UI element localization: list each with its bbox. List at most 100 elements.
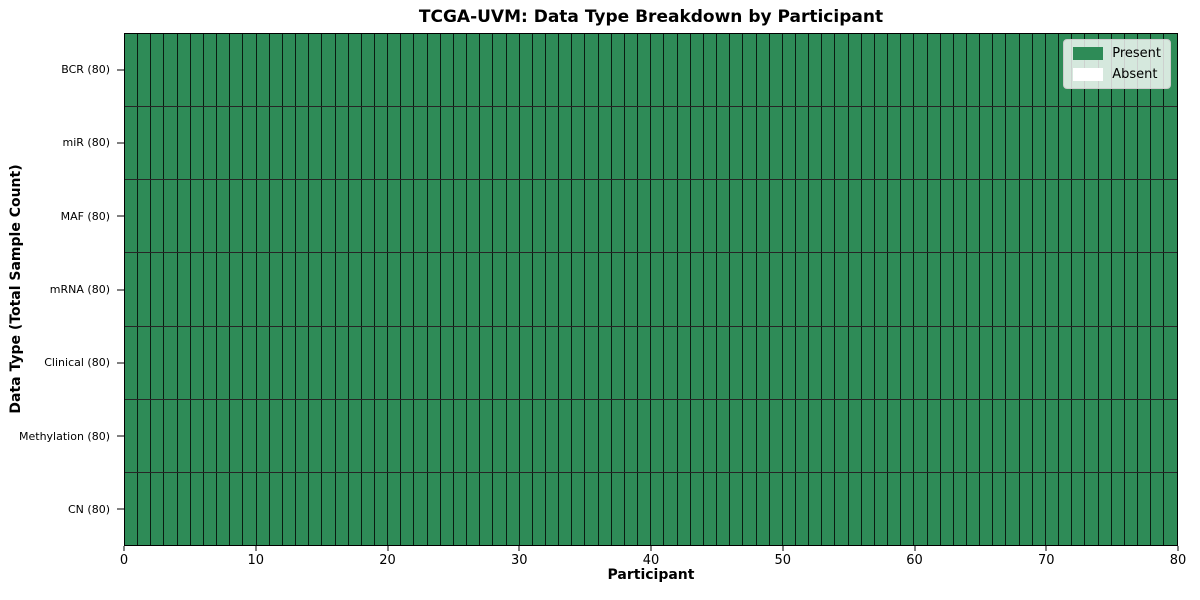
heatmap-cell xyxy=(546,326,560,399)
heatmap-cell xyxy=(269,326,283,399)
heatmap-cell xyxy=(190,107,204,180)
heatmap-cell xyxy=(1138,253,1152,326)
heatmap-cell xyxy=(1072,107,1086,180)
legend-item: Absent xyxy=(1073,67,1161,82)
heatmap-cell xyxy=(953,326,967,399)
heatmap-cell xyxy=(282,399,297,472)
heatmap-cell xyxy=(1019,34,1033,107)
heatmap-cell xyxy=(651,107,665,180)
heatmap-cell xyxy=(730,399,744,472)
heatmap-cell xyxy=(703,34,718,107)
heatmap-cell xyxy=(848,107,862,180)
heatmap-cell xyxy=(572,253,586,326)
heatmap-cell xyxy=(467,180,481,253)
heatmap-cell xyxy=(993,107,1007,180)
heatmap-cell xyxy=(427,253,441,326)
heatmap-cell xyxy=(848,180,862,253)
heatmap-cell xyxy=(572,180,586,253)
heatmap-cell xyxy=(1085,180,1099,253)
heatmap-cell xyxy=(1032,326,1046,399)
heatmap-cell xyxy=(585,472,599,545)
heatmap-cell xyxy=(480,399,494,472)
heatmap-cell xyxy=(835,34,849,107)
heatmap-cell xyxy=(1138,472,1152,545)
heatmap-cell xyxy=(914,399,928,472)
heatmap-cell xyxy=(967,472,981,545)
heatmap-cell xyxy=(585,399,599,472)
heatmap-cell xyxy=(651,34,665,107)
heatmap-cell xyxy=(1124,399,1139,472)
heatmap-cell xyxy=(361,34,375,107)
heatmap-cell xyxy=(638,253,652,326)
heatmap-cell xyxy=(651,472,665,545)
heatmap-cell xyxy=(322,399,336,472)
heatmap-cell xyxy=(611,472,625,545)
heatmap-cell xyxy=(782,399,796,472)
heatmap-cell xyxy=(177,472,191,545)
heatmap-cell xyxy=(203,34,218,107)
heatmap-row xyxy=(125,253,1177,327)
heatmap-cell xyxy=(914,472,928,545)
heatmap-cell xyxy=(138,253,152,326)
heatmap-cell xyxy=(467,326,481,399)
heatmap-cell xyxy=(638,472,652,545)
heatmap-cell xyxy=(1045,34,1060,107)
heatmap-cell xyxy=(506,399,520,472)
heatmap-cell xyxy=(467,399,481,472)
heatmap-cell xyxy=(282,326,297,399)
heatmap-cell xyxy=(664,326,678,399)
x-axis-title: Participant xyxy=(607,567,695,583)
heatmap-cell xyxy=(243,326,257,399)
heatmap-cell xyxy=(638,326,652,399)
heatmap-cell xyxy=(177,326,191,399)
heatmap-cell xyxy=(730,326,744,399)
heatmap-cell xyxy=(374,34,389,107)
heatmap-cell xyxy=(1006,180,1020,253)
heatmap-cell xyxy=(335,326,349,399)
heatmap-cell xyxy=(585,326,599,399)
heatmap-cell xyxy=(269,107,283,180)
heatmap-cell xyxy=(243,253,257,326)
heatmap-cell xyxy=(309,326,323,399)
heatmap-cell xyxy=(809,180,823,253)
heatmap-cell xyxy=(388,107,402,180)
heatmap-cell xyxy=(888,253,902,326)
heatmap-cell xyxy=(1151,180,1165,253)
heatmap-cell xyxy=(467,253,481,326)
heatmap-cell xyxy=(664,180,678,253)
x-tick-label: 70 xyxy=(1037,553,1055,568)
heatmap-cell xyxy=(335,107,349,180)
heatmap-cell xyxy=(506,180,520,253)
heatmap-cell xyxy=(151,472,165,545)
heatmap-cell xyxy=(361,472,375,545)
heatmap-cell xyxy=(703,107,718,180)
heatmap-cell xyxy=(874,399,889,472)
heatmap-cell xyxy=(348,253,362,326)
heatmap-cell xyxy=(559,253,573,326)
heatmap-cell xyxy=(861,472,875,545)
heatmap-cell xyxy=(1019,326,1033,399)
heatmap-cell xyxy=(861,180,875,253)
heatmap-cell xyxy=(322,253,336,326)
heatmap-cell xyxy=(611,180,625,253)
heatmap-row xyxy=(125,326,1177,400)
heatmap-cell xyxy=(1059,180,1073,253)
heatmap-cell xyxy=(598,472,612,545)
heatmap-cell xyxy=(848,253,862,326)
y-tick-marks xyxy=(117,33,124,546)
heatmap-cell xyxy=(743,399,757,472)
heatmap-cell xyxy=(1072,472,1086,545)
heatmap-cell xyxy=(296,107,310,180)
heatmap-cell xyxy=(677,253,691,326)
heatmap-cell xyxy=(217,253,231,326)
heatmap-cell xyxy=(638,399,652,472)
heatmap-cell xyxy=(230,180,244,253)
heatmap-cell xyxy=(901,253,915,326)
heatmap-cell xyxy=(717,34,731,107)
heatmap-cell xyxy=(269,180,283,253)
heatmap-cell xyxy=(888,472,902,545)
heatmap-cell xyxy=(967,253,981,326)
heatmap-cell xyxy=(1111,399,1125,472)
heatmap-cell xyxy=(888,399,902,472)
heatmap-cell xyxy=(624,253,639,326)
